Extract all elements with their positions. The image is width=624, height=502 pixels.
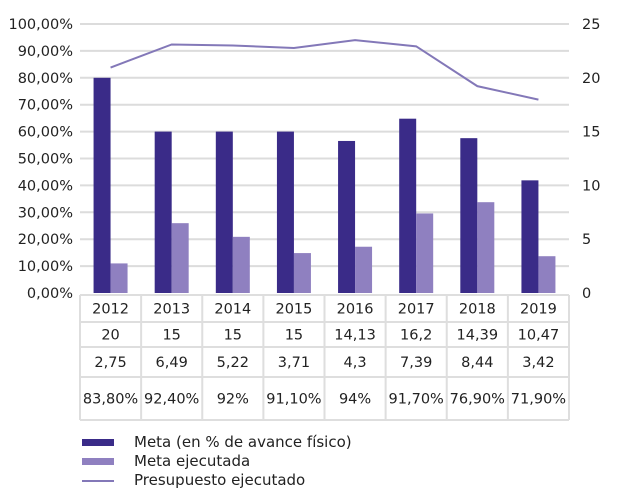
- left-tick-label: 30,00%: [18, 205, 73, 221]
- legend-swatch-meta-ejecutada: [82, 458, 114, 465]
- category-label: 2017: [398, 302, 435, 318]
- category-label: 2019: [520, 302, 557, 318]
- table-cell: 10,47: [518, 328, 560, 344]
- line-presupuesto: [110, 39, 539, 101]
- table-cell: 83,80%: [83, 392, 138, 408]
- left-tick-label: 0,00%: [27, 286, 73, 302]
- category-label: 2018: [459, 302, 496, 318]
- bar-meta: [460, 138, 478, 293]
- left-tick-label: 90,00%: [18, 44, 73, 60]
- table-cell: 7,39: [400, 355, 432, 371]
- legend-label-meta: Meta (en % de avance físico): [134, 433, 352, 451]
- table-cell: 15: [224, 328, 242, 344]
- table-cell: 76,90%: [450, 392, 505, 408]
- left-tick-label: 70,00%: [18, 98, 73, 114]
- bar-meta-ejecutada: [171, 223, 189, 293]
- legend-item-meta-ejecutada: Meta ejecutada: [82, 452, 352, 471]
- bar-meta: [521, 180, 539, 293]
- bar-meta: [338, 140, 356, 293]
- table-cell: 5,22: [217, 355, 249, 371]
- table-cell: 15: [285, 328, 303, 344]
- table-cell: 92,40%: [144, 392, 199, 408]
- bar-meta-ejecutada: [416, 213, 434, 293]
- bar-meta: [399, 118, 417, 293]
- category-label: 2016: [337, 302, 374, 318]
- right-tick-label: 25: [582, 17, 600, 33]
- left-tick-label: 100,00%: [8, 17, 73, 33]
- gridlines: [80, 23, 569, 268]
- left-axis-ticks: 0,00% 10,00% 20,00% 30,00% 40,00% 50,00% 60,00…: [8, 17, 73, 302]
- bars: [93, 77, 556, 293]
- category-label: 2014: [214, 302, 251, 318]
- bar-meta-ejecutada: [355, 246, 373, 293]
- table-cell: 3,71: [278, 355, 310, 371]
- table-cell: 16,2: [400, 328, 432, 344]
- bar-meta-ejecutada: [293, 253, 311, 293]
- bar-meta: [215, 131, 233, 293]
- right-tick-label: 5: [582, 232, 591, 248]
- table-cell: 94%: [339, 392, 371, 408]
- right-tick-label: 20: [582, 71, 600, 87]
- table-cell: 6,49: [156, 355, 188, 371]
- left-tick-label: 60,00%: [18, 125, 73, 141]
- category-label: 2015: [275, 302, 312, 318]
- left-tick-label: 50,00%: [18, 152, 73, 168]
- left-tick-label: 80,00%: [18, 71, 73, 87]
- bar-meta: [93, 77, 111, 293]
- table-cell: 20: [101, 328, 119, 344]
- bar-meta-ejecutada: [477, 202, 495, 293]
- legend-swatch-meta: [82, 439, 114, 446]
- budget-line: [110, 39, 539, 101]
- left-tick-label: 40,00%: [18, 178, 73, 194]
- right-tick-label: 0: [582, 286, 591, 302]
- legend-item-meta: Meta (en % de avance físico): [82, 433, 352, 452]
- bar-meta: [154, 131, 172, 293]
- category-label: 2012: [92, 302, 129, 318]
- left-tick-label: 20,00%: [18, 232, 73, 248]
- table-cell: 14,13: [334, 328, 376, 344]
- legend-item-presupuesto: Presupuesto ejecutado: [82, 471, 352, 490]
- right-tick-label: 15: [582, 125, 600, 141]
- table-cell: 92%: [217, 392, 249, 408]
- left-tick-label: 10,00%: [18, 259, 73, 275]
- bar-meta: [276, 131, 294, 293]
- right-tick-label: 10: [582, 178, 600, 194]
- legend: Meta (en % de avance físico) Meta ejecut…: [82, 433, 352, 490]
- table-cell: 14,39: [457, 328, 499, 344]
- bar-meta-ejecutada: [538, 256, 556, 293]
- table-cell: 91,70%: [389, 392, 444, 408]
- table-cell: 91,10%: [266, 392, 321, 408]
- table-cell: 8,44: [461, 355, 493, 371]
- table-cell: 2,75: [94, 355, 126, 371]
- right-axis-ticks: 0 5 10 15 20 25: [582, 17, 600, 302]
- table-cell: 15: [162, 328, 180, 344]
- bar-meta-ejecutada: [110, 263, 128, 293]
- table-cell: 3,42: [522, 355, 554, 371]
- combo-chart: 0,00% 10,00% 20,00% 30,00% 40,00% 50,00% 60,00…: [8, 17, 600, 421]
- table-cell: 4,3: [344, 355, 367, 371]
- table-cell: 71,90%: [511, 392, 566, 408]
- bar-meta-ejecutada: [232, 236, 250, 293]
- legend-label-meta-ejecutada: Meta ejecutada: [134, 452, 251, 470]
- legend-swatch-presupuesto: [82, 479, 114, 482]
- legend-label-presupuesto: Presupuesto ejecutado: [134, 471, 306, 489]
- category-label: 2013: [153, 302, 190, 318]
